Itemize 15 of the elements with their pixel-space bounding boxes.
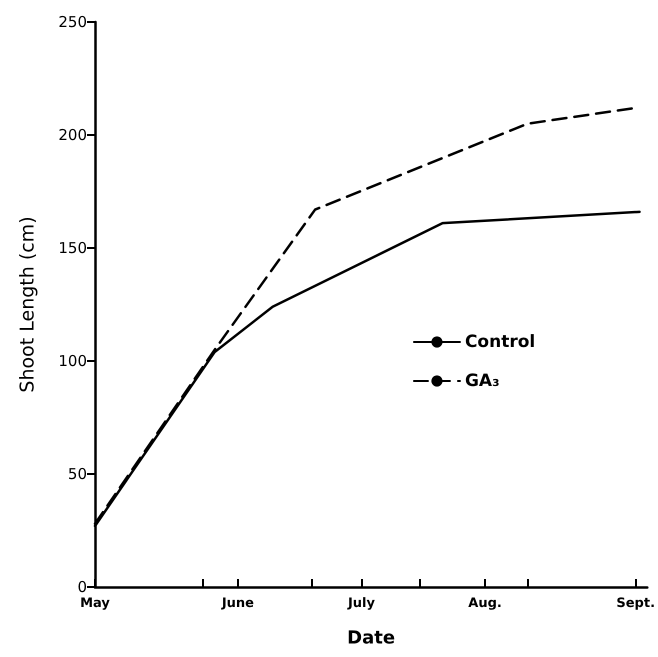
legend-label: Control xyxy=(464,332,536,352)
y-axis-title: Shoot Length (cm) xyxy=(16,216,38,393)
x-tick-label: July xyxy=(346,596,376,611)
x-tick-label: May xyxy=(80,596,110,611)
y-tick-label: 0 xyxy=(77,578,87,596)
y-tick-label: 250 xyxy=(58,13,87,31)
x-axis-title: Date xyxy=(347,628,396,648)
x-tick-label: Aug. xyxy=(468,596,502,611)
y-tick-label: 100 xyxy=(58,352,87,370)
y-tick-label: 50 xyxy=(68,465,87,483)
x-tick-label: June xyxy=(220,596,254,611)
x-tick-label: Sept. xyxy=(616,596,655,611)
y-tick-label: 150 xyxy=(58,239,87,257)
legend-label: GA₃ xyxy=(464,371,500,391)
y-tick-label: 200 xyxy=(58,126,87,144)
